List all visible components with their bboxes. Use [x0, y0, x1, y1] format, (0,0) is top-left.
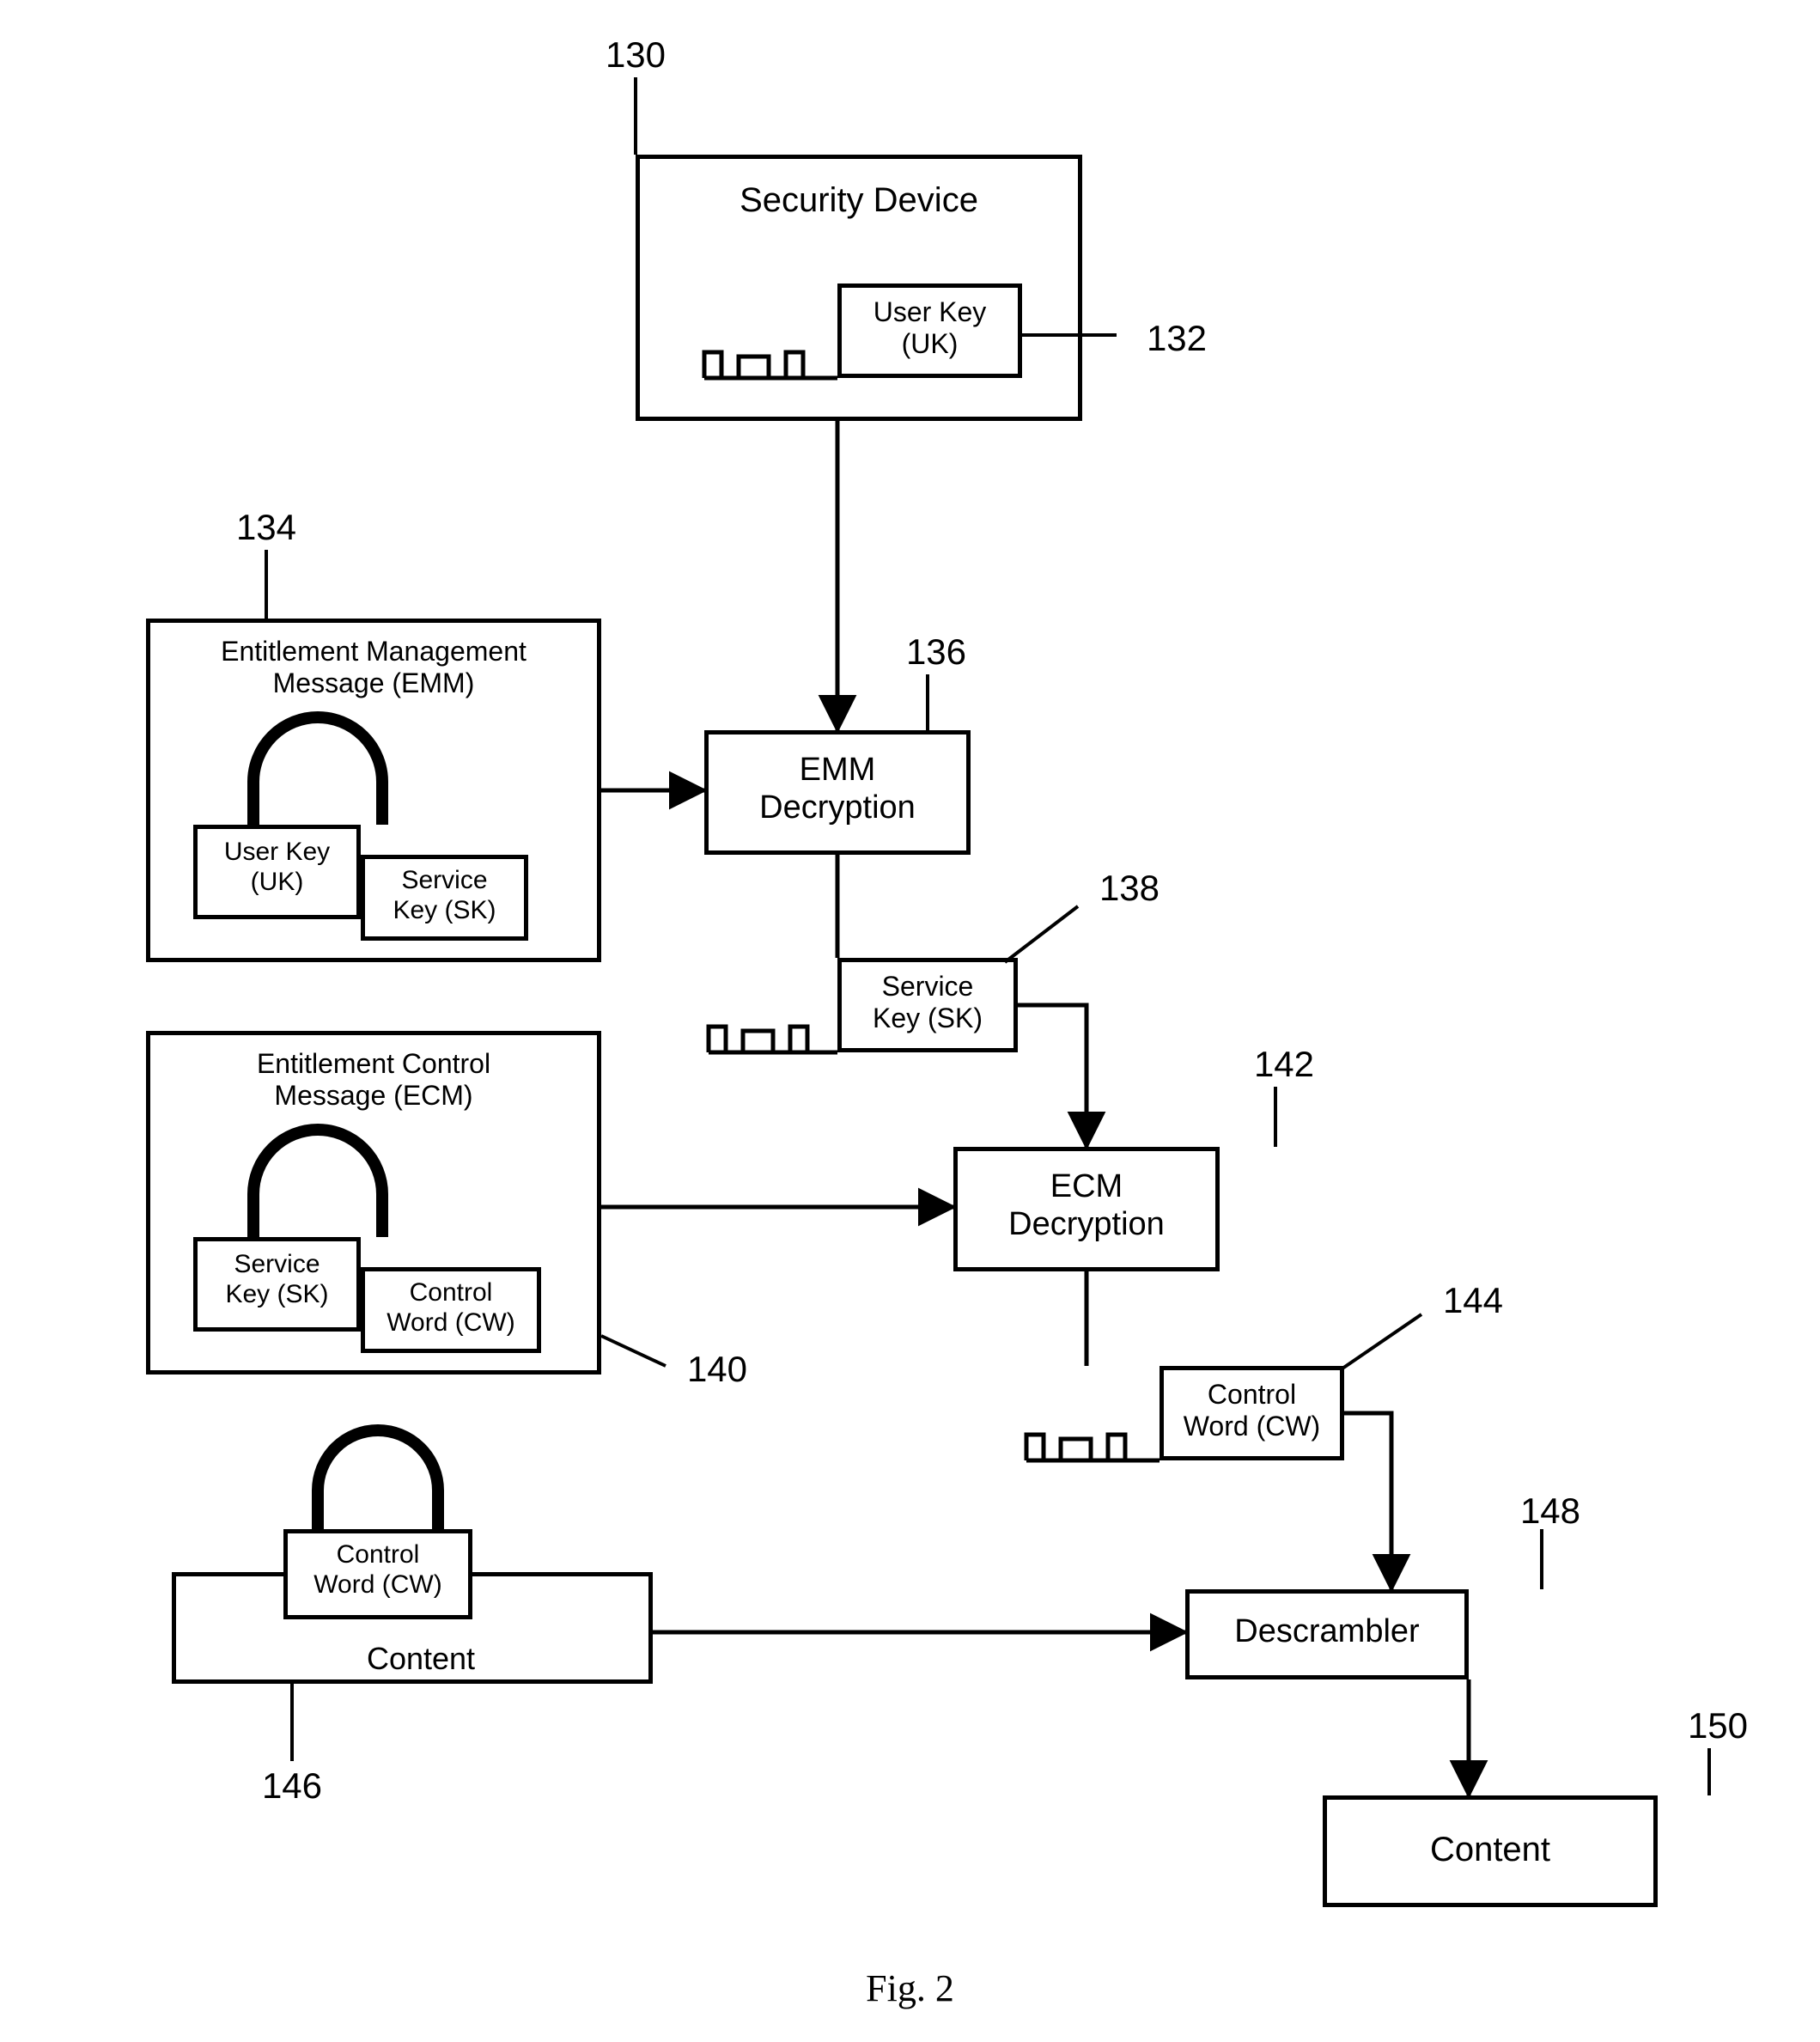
ecm-decryption-label: ECM Decryption	[953, 1168, 1220, 1243]
control-word-label: Control Word (CW)	[1160, 1379, 1344, 1442]
emm-lock-uk-label: User Key (UK)	[193, 838, 361, 897]
ecm-lock-sk-label: Service Key (SK)	[193, 1250, 361, 1309]
ref-142: 142	[1233, 1044, 1336, 1085]
ecm-lock-cw-label: Control Word (CW)	[361, 1278, 541, 1338]
diagram-canvas: Security Device User Key (UK) Entitlemen…	[0, 0, 1820, 2042]
ref-136: 136	[885, 631, 988, 673]
arrow-cw-to-descrambler	[1344, 1413, 1391, 1589]
ref-144: 144	[1421, 1280, 1525, 1321]
padlock-icon-content	[318, 1430, 438, 1529]
service-key-label: Service Key (SK)	[837, 971, 1018, 1034]
ref-138: 138	[1078, 868, 1181, 909]
descrambler-label: Descrambler	[1185, 1613, 1469, 1651]
figure-caption: Fig. 2	[0, 1967, 1820, 2011]
emm-title: Entitlement Management Message (EMM)	[146, 636, 601, 699]
ref-140: 140	[666, 1349, 769, 1390]
security-device-label: Security Device	[636, 180, 1082, 220]
emm-lock-sk-label: Service Key (SK)	[361, 866, 528, 925]
key-shape-service-key	[709, 1027, 837, 1052]
ref-148: 148	[1499, 1490, 1602, 1532]
ref-146: 146	[240, 1765, 344, 1807]
ref-130: 130	[584, 34, 687, 76]
ref-132: 132	[1125, 318, 1228, 359]
emm-decryption-label: EMM Decryption	[704, 752, 971, 826]
arrow-sk-to-ecmdec	[1018, 1005, 1087, 1147]
leader-138	[1005, 906, 1078, 962]
leader-140	[601, 1336, 666, 1366]
key-shape-control-word	[1026, 1435, 1160, 1460]
content-lock-cw-label: Control Word (CW)	[283, 1540, 472, 1600]
content-locked-label: Content	[309, 1641, 533, 1676]
ref-150: 150	[1666, 1705, 1769, 1746]
ecm-title: Entitlement Control Message (ECM)	[146, 1048, 601, 1112]
content-out-label: Content	[1323, 1830, 1658, 1869]
leader-144	[1340, 1314, 1421, 1370]
user-key-label: User Key (UK)	[837, 296, 1022, 360]
ref-134: 134	[215, 507, 318, 548]
